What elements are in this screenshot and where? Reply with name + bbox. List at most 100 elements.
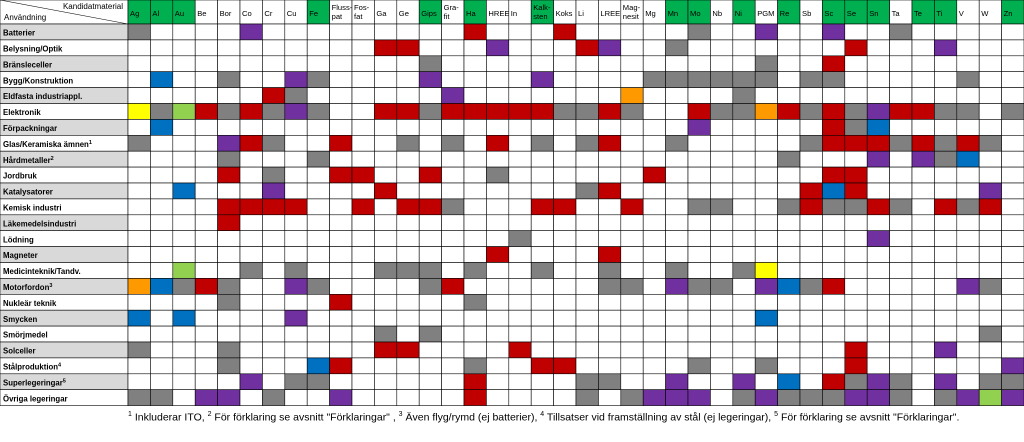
matrix-cell <box>374 325 398 343</box>
matrix-cell <box>553 246 577 263</box>
matrix-cell <box>822 230 846 247</box>
matrix-cell <box>620 55 644 72</box>
matrix-cell <box>418 71 442 88</box>
row-label: Batterier <box>3 29 35 38</box>
matrix-cell <box>262 389 286 406</box>
matrix-cell <box>710 293 734 311</box>
column-header-label: Co <box>242 9 252 18</box>
matrix-cell <box>329 23 353 41</box>
matrix-cell <box>799 119 823 136</box>
matrix-cell <box>620 23 644 41</box>
matrix-cell <box>889 39 913 57</box>
matrix-cell <box>284 150 308 168</box>
matrix-cell <box>665 166 689 184</box>
matrix-cell <box>463 246 487 263</box>
matrix-cell <box>620 278 644 295</box>
matrix-cell <box>351 198 375 216</box>
matrix-cell <box>956 39 980 57</box>
matrix-cell <box>172 103 196 120</box>
matrix-cell <box>889 87 913 104</box>
column-header-label: Gra-fit <box>444 3 460 21</box>
matrix-cell <box>844 357 868 375</box>
matrix-cell <box>710 373 734 390</box>
row-label: Hårdmetaller2 <box>3 156 54 165</box>
matrix-cell <box>710 55 734 72</box>
matrix-cell <box>553 389 577 406</box>
matrix-cell <box>911 55 935 72</box>
matrix-cell <box>530 262 554 279</box>
matrix-cell <box>687 309 711 327</box>
matrix-cell <box>194 55 218 72</box>
matrix-cell <box>732 373 756 390</box>
matrix-cell <box>329 182 353 200</box>
matrix-cell <box>934 55 958 72</box>
matrix-cell <box>1001 230 1024 247</box>
matrix-cell <box>127 135 151 152</box>
matrix-cell <box>956 166 980 184</box>
matrix-cell <box>687 119 711 136</box>
matrix-cell <box>172 246 196 263</box>
matrix-cell <box>598 87 622 104</box>
matrix-cell <box>598 150 622 168</box>
matrix-cell <box>306 135 330 152</box>
matrix-cell <box>463 182 487 200</box>
matrix-cell <box>239 150 263 168</box>
matrix-cell <box>194 325 218 343</box>
matrix-cell <box>799 135 823 152</box>
matrix-cell <box>978 389 1002 406</box>
matrix-cell <box>822 150 846 168</box>
matrix-cell <box>710 23 734 41</box>
matrix-cell <box>934 119 958 136</box>
matrix-cell <box>463 214 487 232</box>
matrix-cell <box>262 341 286 359</box>
matrix-cell <box>889 373 913 390</box>
matrix-cell <box>530 389 554 406</box>
matrix-cell <box>866 150 890 168</box>
matrix-cell <box>575 23 599 41</box>
column-header-label: Mag-nesit <box>623 3 641 21</box>
matrix-cell <box>822 39 846 57</box>
matrix-cell <box>911 150 935 168</box>
matrix-cell <box>642 135 666 152</box>
matrix-cell <box>687 182 711 200</box>
row-label: Lödning <box>3 235 34 244</box>
matrix-cell <box>284 262 308 279</box>
matrix-cell <box>463 103 487 120</box>
matrix-cell <box>194 166 218 184</box>
matrix-cell <box>553 39 577 57</box>
matrix-cell <box>374 309 398 327</box>
matrix-cell <box>351 150 375 168</box>
matrix-cell <box>620 246 644 263</box>
matrix-cell <box>822 325 846 343</box>
matrix-cell <box>351 309 375 327</box>
matrix-cell <box>194 39 218 57</box>
matrix-cell <box>978 150 1002 168</box>
matrix-cell <box>127 389 151 406</box>
matrix-cell <box>777 39 801 57</box>
matrix-cell <box>194 278 218 295</box>
matrix-cell <box>284 214 308 232</box>
matrix-cell <box>799 246 823 263</box>
matrix-cell <box>150 87 174 104</box>
matrix-cell <box>374 198 398 216</box>
matrix-cell <box>172 293 196 311</box>
matrix-cell <box>620 103 644 120</box>
matrix-cell <box>396 119 420 136</box>
matrix-cell <box>374 373 398 390</box>
matrix-cell <box>374 389 398 406</box>
matrix-cell <box>508 166 532 184</box>
matrix-cell <box>687 150 711 168</box>
matrix-cell <box>351 262 375 279</box>
matrix-cell <box>978 23 1002 41</box>
matrix-cell <box>866 373 890 390</box>
matrix-cell <box>530 341 554 359</box>
matrix-cell <box>1001 389 1024 406</box>
matrix-cell <box>306 214 330 232</box>
matrix-cell <box>553 23 577 41</box>
matrix-cell <box>844 230 868 247</box>
matrix-cell <box>665 309 689 327</box>
matrix-cell <box>687 278 711 295</box>
matrix-cell <box>710 71 734 88</box>
matrix-cell <box>777 150 801 168</box>
matrix-cell <box>866 55 890 72</box>
